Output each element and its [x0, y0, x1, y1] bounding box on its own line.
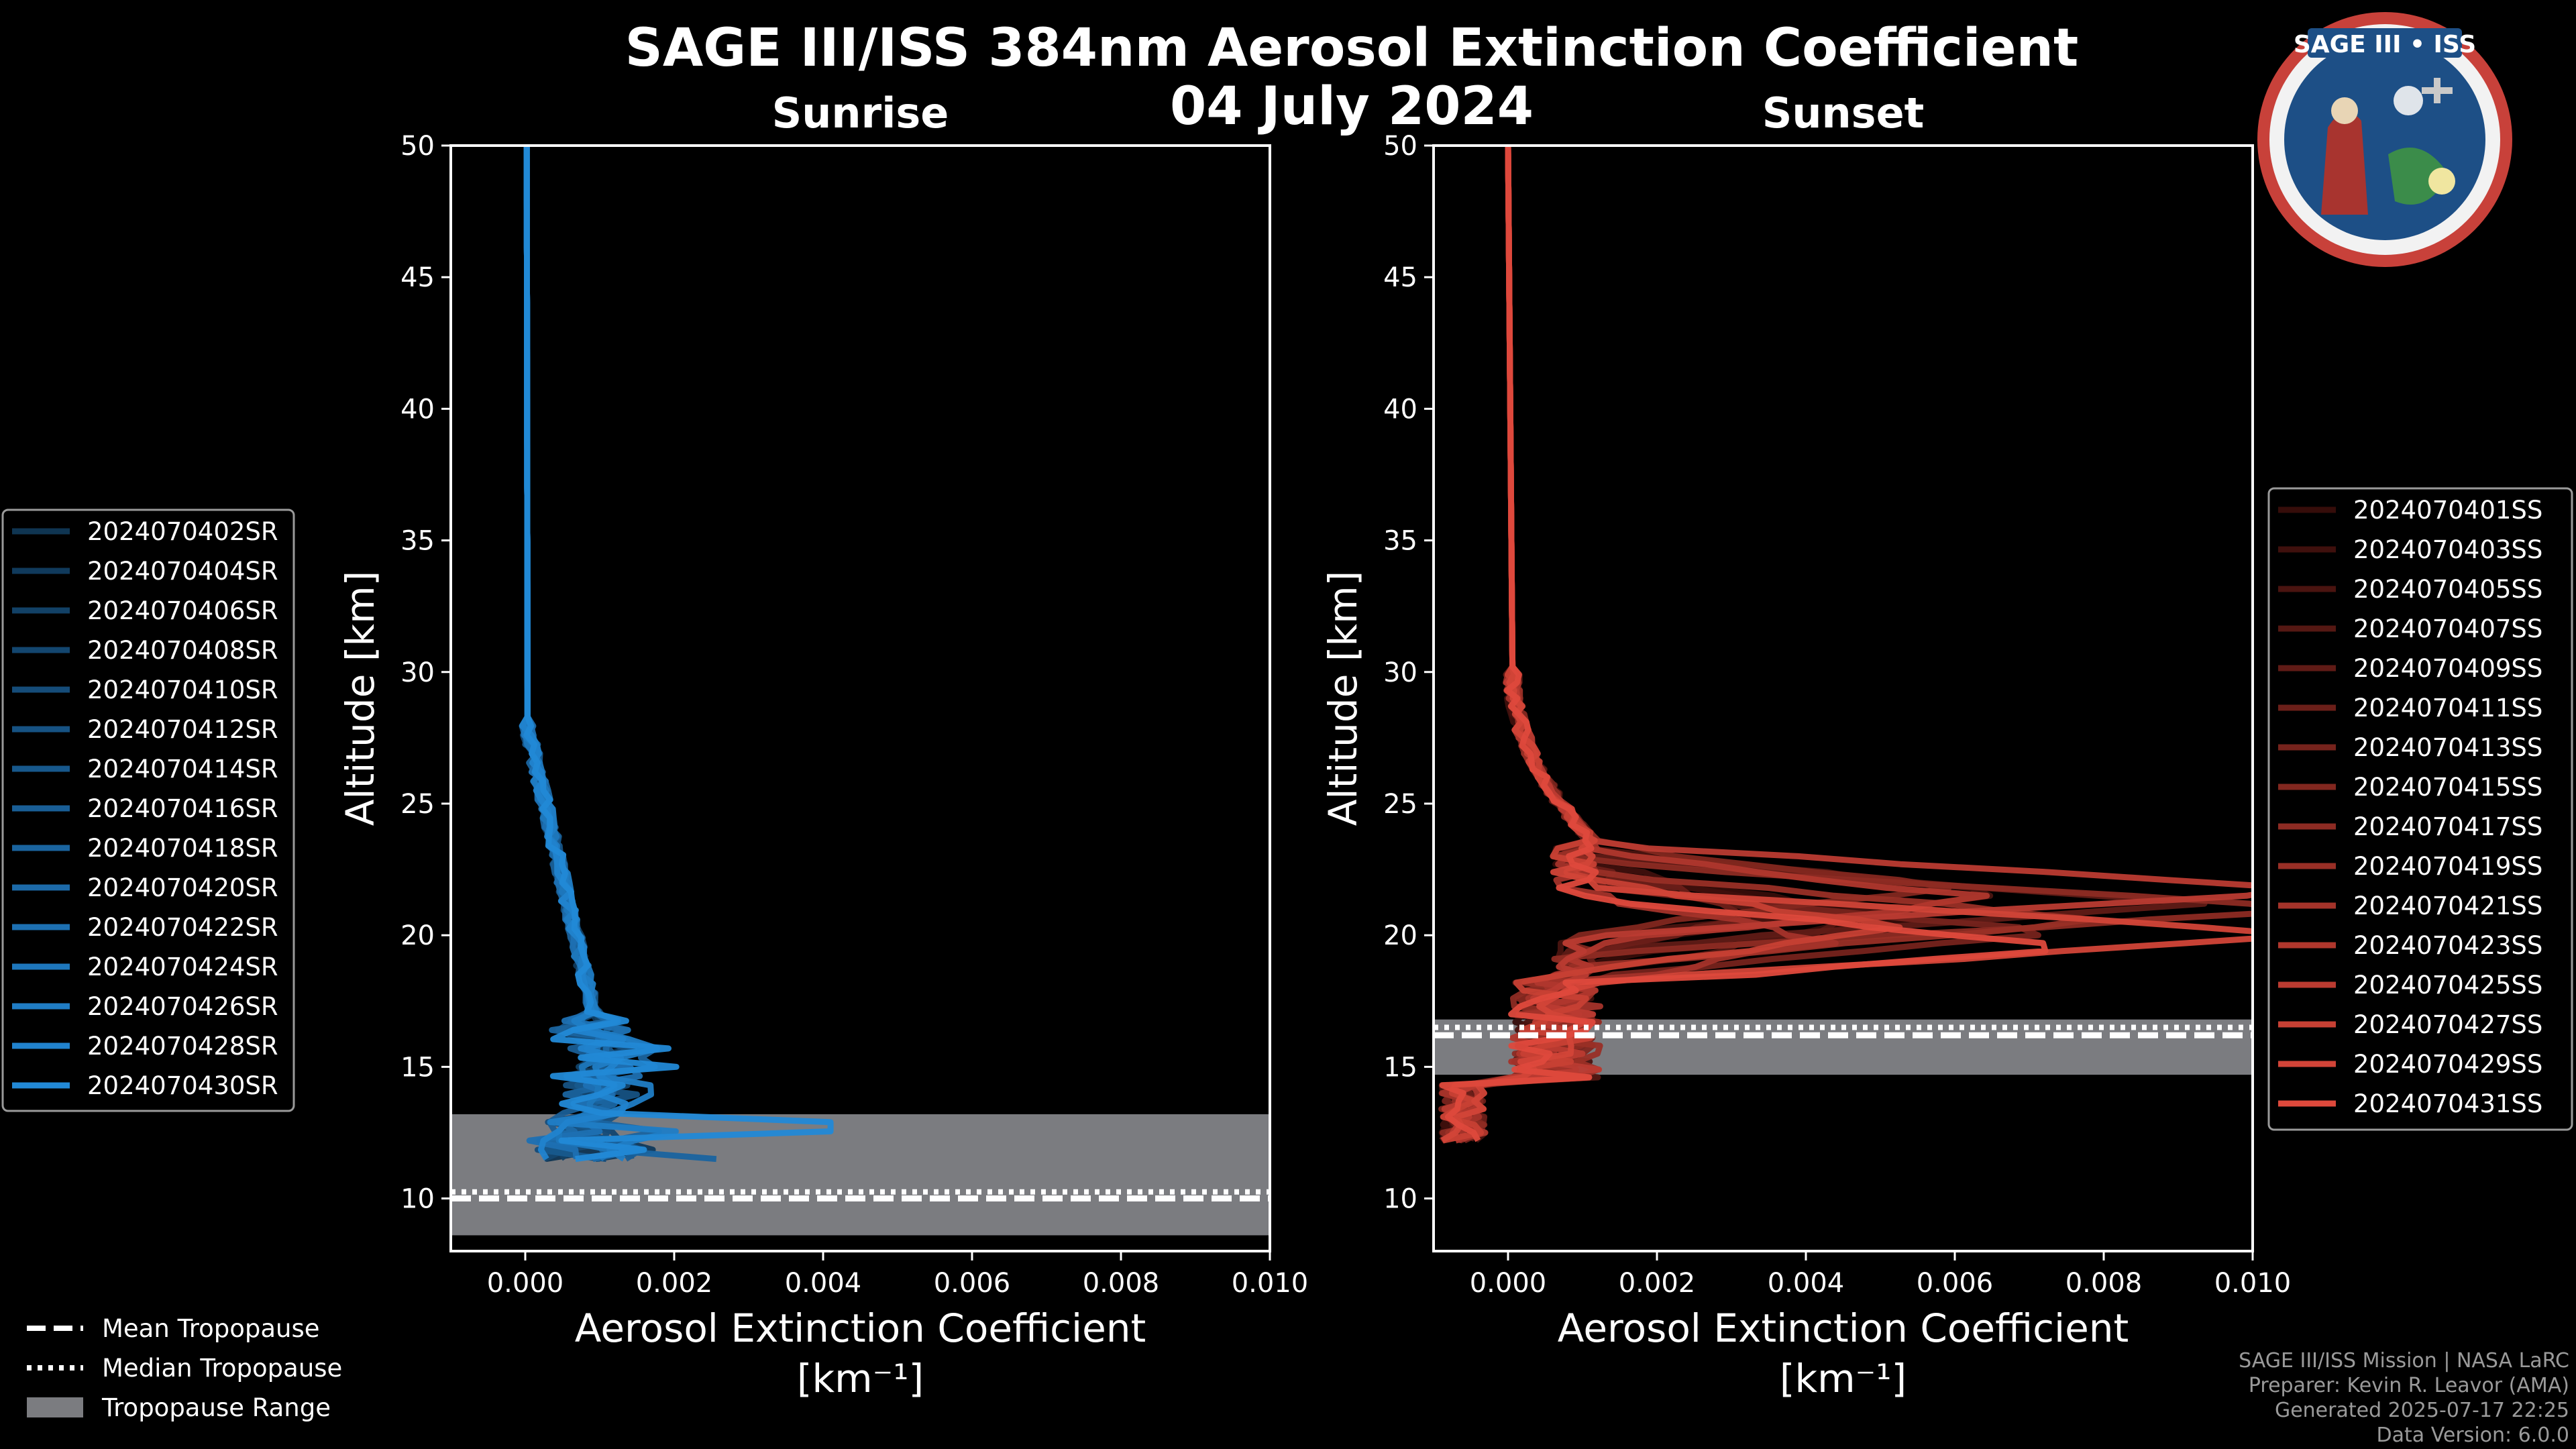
legend-entry-label: 2024070425SS: [2353, 971, 2542, 1000]
legend-entry-label: 2024070416SR: [87, 794, 278, 823]
x-tick-label: 0.010: [2214, 1268, 2292, 1299]
tropopause-legend: Mean Tropopause Median Tropopause Tropop…: [27, 1314, 342, 1422]
x-tick-label: 0.004: [785, 1268, 862, 1299]
legend-entry-label: 2024070413SS: [2353, 733, 2542, 762]
legend-entry-label: 2024070401SS: [2353, 496, 2542, 525]
panel-sunset: Sunset 0.000 0.002 0.004 0.006 0.008 0.010 10 15…: [1320, 89, 2292, 1401]
y-tick-label: 25: [1383, 789, 1417, 820]
median-tropopause-label: Median Tropopause: [102, 1354, 342, 1383]
legend-entry-label: 2024070418SR: [87, 834, 278, 863]
axes-frame: [1432, 144, 2254, 1252]
legend-entry-label: 2024070426SR: [87, 992, 278, 1021]
series-line-2024070431SS: [1439, 146, 2049, 1142]
axes-frame: [449, 144, 1271, 1252]
legend-entry-label: 2024070411SS: [2353, 694, 2542, 722]
legend-entry-label: 2024070410SR: [87, 676, 278, 704]
legend-entry-label: 2024070429SS: [2353, 1050, 2542, 1079]
legend-entry-label: 2024070430SR: [87, 1071, 278, 1100]
x-tick-label: 0.000: [1470, 1268, 1547, 1299]
series-line-2024070430SR: [523, 146, 834, 1163]
y-axis-label: Altitude [km]: [337, 571, 383, 826]
chart-title-line1: SAGE III/ISS 384nm Aerosol Extinction Co…: [625, 18, 2079, 78]
x-tick-label: 0.006: [934, 1268, 1011, 1299]
x-tick-label: 0.010: [1232, 1268, 1309, 1299]
legend-entry-label: 2024070409SS: [2353, 654, 2542, 683]
y-tick-label: 40: [400, 394, 435, 425]
legend-entry-label: 2024070403SS: [2353, 535, 2542, 564]
legend-entry-label: 2024070414SR: [87, 755, 278, 784]
x-tick-label: 0.008: [2065, 1268, 2143, 1299]
x-axis-unit: [km⁻¹]: [1780, 1356, 1907, 1401]
legend-entry-label: 2024070428SR: [87, 1032, 278, 1061]
y-tick-label: 45: [1383, 262, 1417, 293]
logo-text: SAGE III • ISS: [2294, 31, 2476, 58]
legend-entry-label: 2024070404SR: [87, 557, 278, 586]
panel-subtitle: Sunrise: [772, 89, 949, 138]
sunrise-legend: 2024070402SR 2024070404SR 2024070406SR 2024…: [1, 508, 295, 1112]
y-axis-label: Altitude [km]: [1320, 571, 1366, 826]
legend-entry-label: 2024070420SR: [87, 873, 278, 902]
y-tick-label: 50: [1383, 131, 1417, 162]
legend-entry-label: 2024070408SR: [87, 636, 278, 665]
x-tick-label: 0.004: [1768, 1268, 1845, 1299]
credit-mission: SAGE III/ISS Mission | NASA LaRC: [2239, 1349, 2569, 1373]
legend-entry-label: 2024070431SS: [2353, 1089, 2542, 1118]
x-tick-label: 0.002: [1619, 1268, 1696, 1299]
credit-data-version: Data Version: 6.0.0: [2377, 1424, 2569, 1447]
legend-entry-label: 2024070421SS: [2353, 892, 2542, 920]
panel-sunrise: Sunrise 0.000 0.002 0.004 0.006 0.008 0.010 10 1…: [337, 89, 1308, 1401]
y-tick-label: 10: [400, 1184, 435, 1215]
y-tick-label: 35: [400, 526, 435, 557]
x-tick-label: 0.006: [1917, 1268, 1994, 1299]
chart-title-line2: 04 July 2024: [1170, 76, 1534, 137]
y-tick-label: 10: [1383, 1184, 1417, 1215]
legend-entry-label: 2024070406SR: [87, 596, 278, 625]
x-tick-label: 0.002: [636, 1268, 713, 1299]
legend-box: [2267, 487, 2573, 1131]
sage-iii-iss-logo: SAGE III • ISS: [2257, 12, 2512, 267]
credits-block: SAGE III/ISS Mission | NASA LaRC Prepare…: [2239, 1349, 2569, 1447]
y-tick-label: 50: [400, 131, 435, 162]
legend-entry-label: 2024070412SR: [87, 715, 278, 744]
y-tick-label: 30: [400, 657, 435, 688]
legend-entry-label: 2024070422SR: [87, 913, 278, 942]
legend-entry-label: 2024070424SR: [87, 953, 278, 981]
y-tick-label: 45: [400, 262, 435, 293]
y-tick-label: 20: [1383, 920, 1417, 951]
legend-entry-label: 2024070419SS: [2353, 852, 2542, 881]
y-tick-label: 35: [1383, 526, 1417, 557]
legend-entry-label: 2024070402SR: [87, 517, 278, 546]
legend-entry-label: 2024070407SS: [2353, 614, 2542, 643]
legend-entry-label: 2024070417SS: [2353, 812, 2542, 841]
y-tick-label: 20: [400, 920, 435, 951]
y-tick-label: 30: [1383, 657, 1417, 688]
x-tick-label: 0.000: [487, 1268, 564, 1299]
x-tick-label: 0.008: [1083, 1268, 1160, 1299]
mean-tropopause-label: Mean Tropopause: [102, 1314, 320, 1343]
x-axis-label: Aerosol Extinction Coefficient: [575, 1305, 1146, 1351]
sunset-legend: 2024070401SS 2024070403SS 2024070405SS 2024…: [2267, 487, 2573, 1131]
legend-entry-label: 2024070423SS: [2353, 931, 2542, 960]
y-tick-label: 25: [400, 789, 435, 820]
credit-preparer: Preparer: Kevin R. Leavor (AMA): [2249, 1374, 2569, 1397]
x-axis-unit: [km⁻¹]: [797, 1356, 924, 1401]
tropopause-range-swatch: [27, 1397, 83, 1417]
y-tick-label: 15: [1383, 1052, 1417, 1083]
credit-generated: Generated 2025-07-17 22:25: [2275, 1399, 2569, 1422]
y-tick-label: 15: [400, 1052, 435, 1083]
legend-entry-label: 2024070405SS: [2353, 575, 2542, 604]
y-tick-label: 40: [1383, 394, 1417, 425]
tropopause-range-label: Tropopause Range: [101, 1393, 331, 1422]
legend-box: [1, 508, 295, 1112]
legend-entry-label: 2024070427SS: [2353, 1010, 2542, 1039]
panel-subtitle: Sunset: [1762, 89, 1925, 138]
legend-entry-label: 2024070415SS: [2353, 773, 2542, 802]
x-axis-label: Aerosol Extinction Coefficient: [1558, 1305, 2129, 1351]
